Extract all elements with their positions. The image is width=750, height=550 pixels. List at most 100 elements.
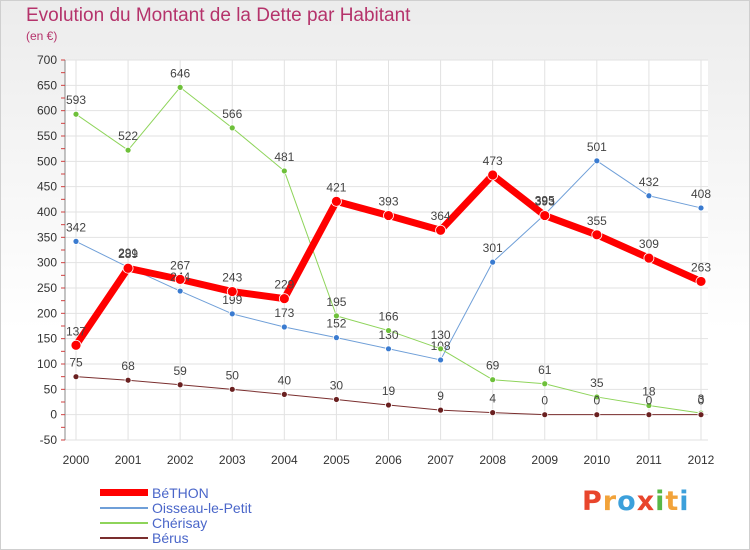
data-label: 130 [431, 328, 451, 342]
data-label: 50 [226, 368, 240, 382]
logo-letter: r [602, 486, 618, 517]
x-tick-label: 2007 [427, 453, 454, 467]
data-point [176, 83, 184, 91]
data-point [539, 210, 551, 221]
legend-label: Chérisay [152, 514, 208, 531]
data-label: 9 [437, 389, 444, 403]
legend-label: BéTHON [152, 484, 209, 501]
data-label: 18 [642, 385, 656, 399]
data-label: 364 [431, 209, 451, 223]
y-tick-label: 600 [37, 104, 57, 118]
data-point [174, 273, 186, 285]
data-point [697, 204, 705, 212]
data-point [541, 380, 549, 388]
data-point [70, 339, 82, 351]
data-point [437, 356, 444, 364]
data-point [645, 402, 653, 409]
data-label: 229 [274, 278, 294, 292]
data-point [72, 237, 80, 245]
y-tick-label: 150 [37, 332, 57, 346]
data-point [489, 376, 497, 384]
data-label: 4 [489, 392, 496, 406]
data-label: 395 [535, 194, 555, 208]
data-point [593, 411, 601, 419]
data-label: 522 [118, 129, 138, 143]
chart-legend: BéTHON Oisseau-le-Petit Chérisay Bérus [100, 484, 252, 546]
proxiti-logo: Proxiti [582, 486, 690, 517]
data-point [643, 252, 655, 264]
y-tick-label: 50 [44, 382, 58, 396]
x-tick-label: 2008 [479, 453, 506, 467]
data-label: 263 [691, 260, 711, 274]
data-point [124, 376, 132, 384]
x-tick-label: 2012 [688, 453, 715, 467]
logo-letter: t [665, 486, 680, 517]
logo-letter: i [679, 486, 690, 517]
y-tick-label: 450 [37, 180, 57, 194]
data-label: 59 [173, 364, 187, 378]
data-point [591, 229, 603, 241]
data-point [331, 195, 342, 207]
data-label: 566 [222, 107, 242, 121]
y-tick-label: 400 [37, 205, 57, 219]
data-label: 342 [66, 220, 86, 234]
data-point [333, 396, 340, 403]
data-point [228, 385, 236, 393]
data-label: 137 [66, 324, 86, 338]
data-label: 152 [326, 317, 346, 331]
x-tick-label: 2009 [531, 453, 558, 467]
data-label: 291 [118, 246, 138, 260]
data-point [122, 262, 134, 274]
data-label: 393 [378, 195, 398, 209]
data-point [489, 409, 497, 417]
data-point [226, 286, 238, 297]
data-point [645, 192, 653, 200]
data-label: 69 [486, 359, 500, 373]
data-label: 40 [278, 373, 292, 387]
legend-label: Bérus [152, 529, 189, 546]
data-label: 35 [590, 376, 604, 390]
legend-item: Chérisay [100, 514, 252, 531]
y-tick-label: 650 [37, 78, 57, 92]
data-label: 0 [593, 394, 600, 408]
x-tick-label: 2002 [167, 453, 194, 467]
chart-subtitle: (en €) [26, 29, 58, 43]
data-point [72, 110, 80, 118]
data-label: 0 [646, 394, 653, 408]
logo-letter: o [617, 486, 637, 517]
data-label: 30 [330, 378, 344, 392]
plot-area [65, 60, 708, 440]
data-point [489, 258, 497, 266]
data-point [72, 373, 80, 381]
x-tick-label: 2010 [583, 453, 610, 467]
y-tick-label: 550 [37, 129, 57, 143]
data-label: 173 [274, 306, 294, 320]
y-tick-label: 500 [37, 154, 57, 168]
legend-swatch [100, 489, 148, 496]
y-tick-label: 300 [37, 256, 57, 270]
legend-item: Bérus [100, 529, 252, 546]
data-label: 75 [69, 356, 83, 370]
x-tick-label: 2000 [63, 453, 90, 467]
data-label: 68 [121, 359, 135, 373]
legend-swatch [100, 506, 148, 509]
y-tick-label: 250 [37, 281, 57, 295]
data-point [333, 312, 340, 320]
data-label: 243 [222, 271, 242, 285]
legend-swatch [100, 521, 148, 524]
logo-letter: P [582, 486, 603, 517]
legend-item: Oisseau-le-Petit [100, 500, 252, 516]
data-label: 301 [483, 241, 503, 255]
y-tick-label: 100 [37, 357, 57, 371]
data-point [280, 323, 288, 331]
data-point [593, 393, 601, 401]
data-point [280, 390, 288, 398]
data-label: 130 [378, 328, 398, 342]
data-point [541, 411, 549, 419]
data-point [645, 411, 653, 419]
data-label: 0 [541, 394, 548, 408]
data-point [697, 411, 705, 419]
data-label: 166 [378, 310, 398, 324]
data-point [280, 167, 288, 175]
data-point [176, 381, 184, 389]
